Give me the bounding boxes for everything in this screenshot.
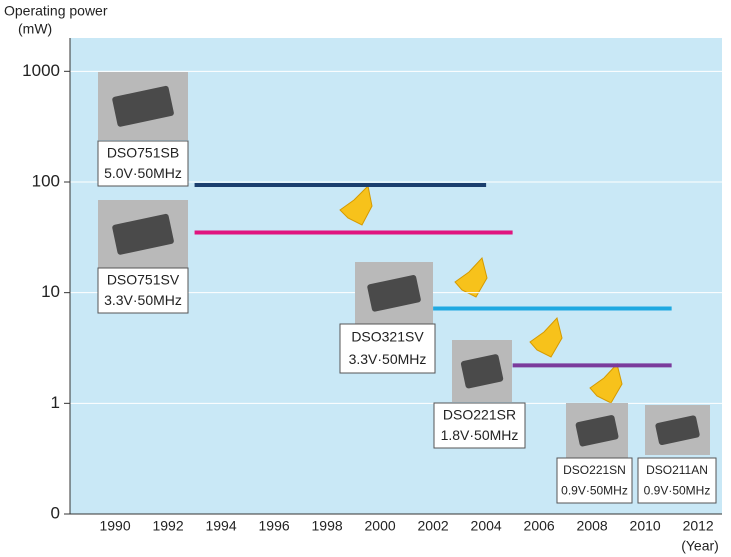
product-spec: 1.8V·50MHz [441,427,519,443]
x-tick-label: 2006 [524,518,555,534]
x-tick-label: 2008 [577,518,608,534]
x-tick-label: 2010 [630,518,661,534]
y-axis-unit: (mW) [18,21,52,37]
chart: Operating power (mW) (Year) 0 1 10 100 1000 1… [0,0,731,557]
y-tick-label: 1000 [22,61,60,80]
product-spec: 3.3V·50MHz [104,292,182,308]
x-tick-label: 2000 [365,518,396,534]
x-tick-label: 1990 [99,518,130,534]
x-tick-label: 2004 [471,518,502,534]
y-axis-label: Operating power [4,3,108,19]
product-name: DSO751SV [107,271,180,287]
x-tick-label: 2012 [683,518,714,534]
product-name: DSO211AN [646,463,708,477]
y-tick-label: 10 [41,282,60,301]
y-tick-label: 1 [51,393,60,412]
product-spec: 0.9V·50MHz [561,483,628,497]
product-spec: 5.0V·50MHz [104,165,182,181]
y-tick-label: 100 [32,171,60,190]
product-name: DSO221SR [443,406,516,422]
x-tick-label: 1992 [152,518,183,534]
y-tick-label: 0 [51,503,60,522]
x-tick-label: 1996 [259,518,290,534]
product-name: DSO751SB [107,144,179,160]
product-name: DSO221SN [563,463,626,477]
product-spec: 0.9V·50MHz [644,483,711,497]
x-tick-label: 2002 [418,518,449,534]
x-tick-label: 1994 [205,518,236,534]
product-name: DSO321SV [351,328,424,344]
x-axis-label: (Year) [681,538,719,554]
product-spec: 3.3V·50MHz [349,351,427,367]
x-tick-label: 1998 [312,518,343,534]
